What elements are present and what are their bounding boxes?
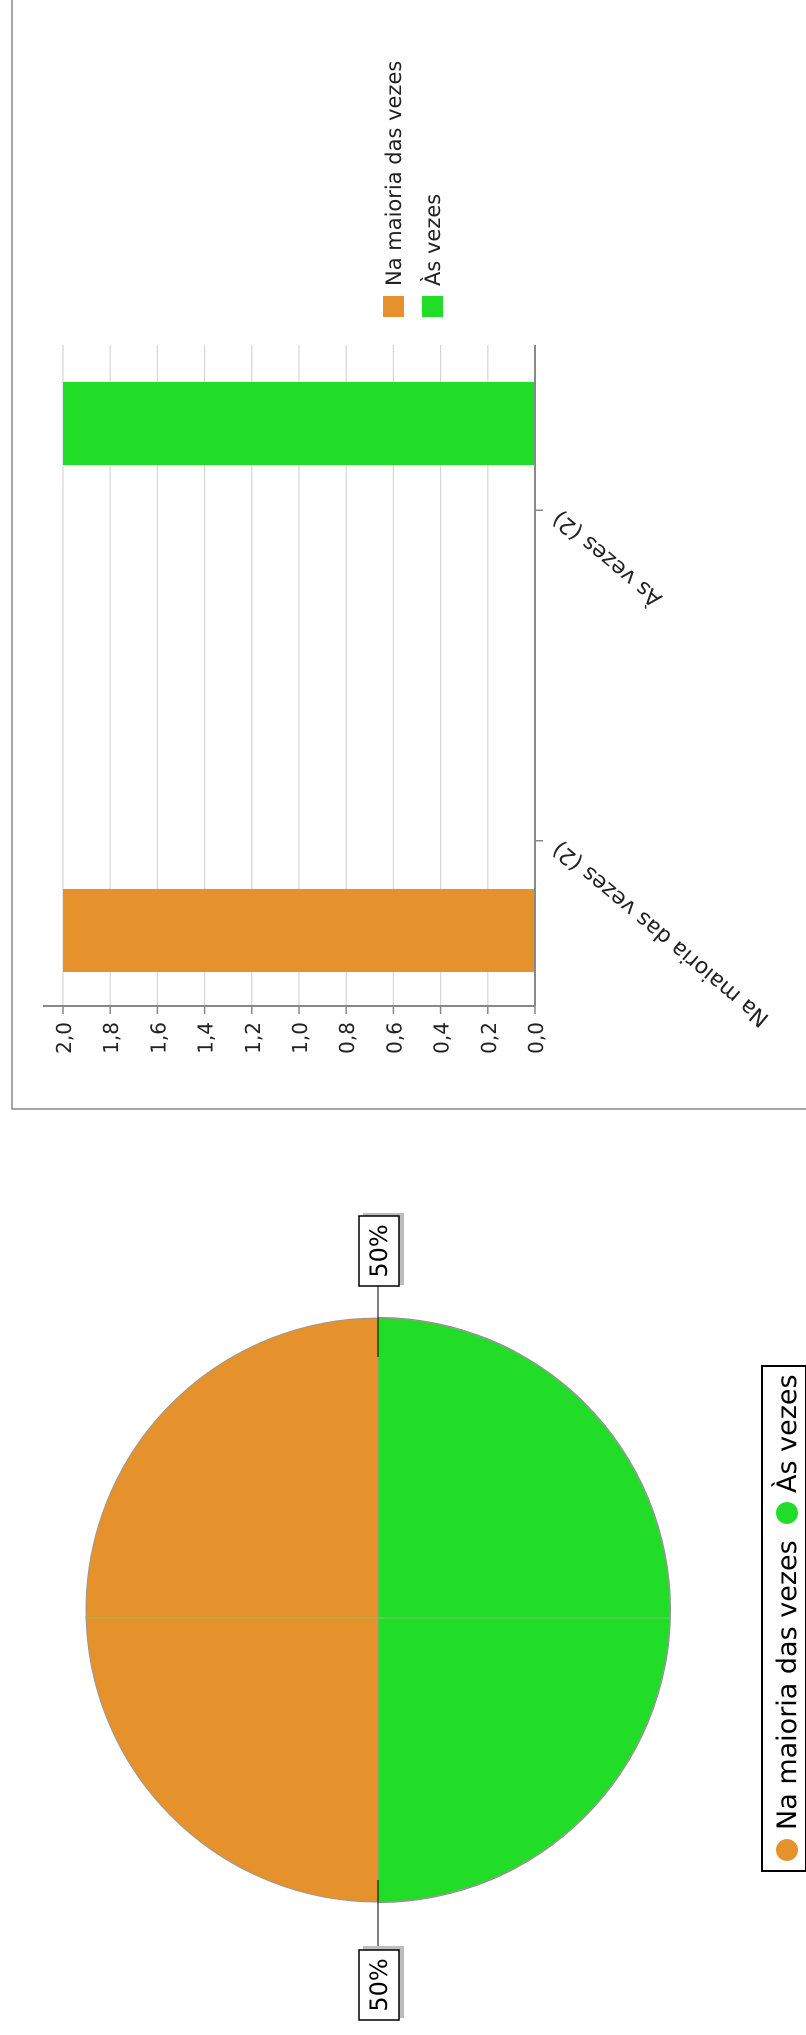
bar-tick-label: 2,0	[52, 1022, 76, 1054]
pie-chart: 50% 50% Na maioria das vezes Às vezes	[85, 1213, 806, 2021]
bar-tick-label: 1,0	[288, 1022, 312, 1054]
pie-legend-label-as-vezes: Às vezes	[771, 1374, 803, 1493]
bar-tick-label: 0,4	[430, 1022, 454, 1054]
legend-label-na-maioria: Na maioria das vezes	[382, 61, 406, 286]
bar-mark	[63, 382, 535, 465]
pie-legend: Na maioria das vezes Às vezes	[761, 1365, 806, 1872]
bar-tick-label: 1,2	[241, 1022, 265, 1054]
bar-tick-label: 1,4	[194, 1022, 218, 1054]
pie-label-box-bottom	[358, 1949, 400, 2021]
bar-category-label: Às vezes (2)	[547, 506, 667, 613]
bar-tick-label: 1,8	[99, 1022, 123, 1054]
legend-label-as-vezes: Às vezes	[420, 194, 445, 286]
pie-label-box-top	[358, 1215, 400, 1287]
pie-legend-box	[761, 1365, 806, 1872]
bar-category-labels: Na maioria das vezes (2) Às vezes (2)	[547, 506, 774, 1032]
legend-swatch-as-vezes	[422, 296, 443, 317]
bar-tick-label: 0,2	[477, 1022, 501, 1054]
pie-legend-label-na-maioria: Na maioria das vezes	[772, 1540, 803, 1830]
pie-legend-dot-as-vezes	[776, 1502, 798, 1524]
pie-data-label-bottom: 50%	[365, 1958, 393, 2011]
bar-bars	[63, 382, 535, 972]
bar-tick-label: 1,6	[146, 1022, 170, 1054]
bar-tick-label: 0,6	[382, 1022, 406, 1054]
bar-axes	[43, 345, 543, 1014]
bar-chart: 0,0 0,2 0,4 0,6 0,8 1,0 1,2 1,4 1,6 1,8 2,0 Na mai…	[11, 0, 806, 1110]
pie-data-label-top: 50%	[365, 1224, 393, 1277]
bar-mark	[63, 889, 535, 972]
bar-tick-label: 0,0	[524, 1022, 548, 1054]
pie-slice-na-maioria	[85, 1317, 379, 1903]
pie-legend-dot-na-maioria	[776, 1839, 798, 1861]
bar-category-label: Na maioria das vezes (2)	[548, 836, 774, 1031]
bar-legend: Na maioria das vezes Às vezes	[382, 61, 445, 317]
bar-tick-labels: 0,0 0,2 0,4 0,6 0,8 1,0 1,2 1,4 1,6 1,8 2,0	[52, 1022, 548, 1054]
pie-slice-as-vezes	[377, 1317, 671, 1903]
bar-tick-label: 0,8	[335, 1022, 359, 1054]
bar-chart-frame	[11, 0, 806, 1110]
legend-swatch-na-maioria	[383, 296, 404, 317]
